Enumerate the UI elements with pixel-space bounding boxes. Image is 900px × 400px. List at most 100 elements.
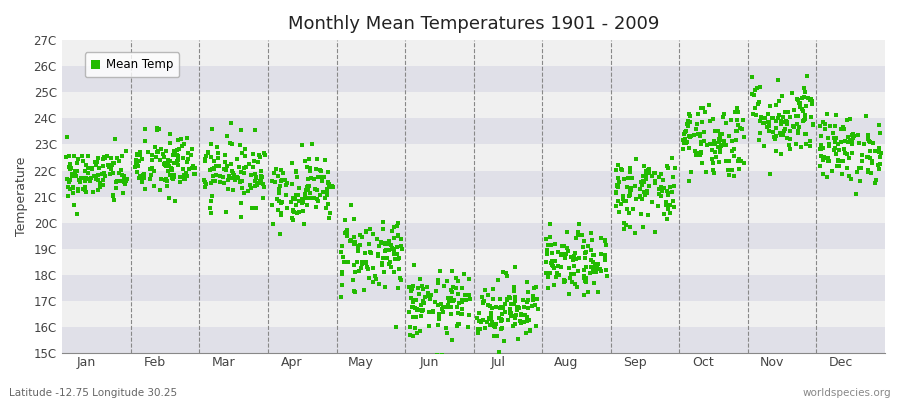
Point — [771, 114, 786, 121]
Point — [385, 228, 400, 235]
Point — [289, 202, 303, 209]
Point — [86, 166, 100, 172]
Point — [160, 168, 175, 174]
Point — [609, 167, 624, 174]
Point — [472, 326, 487, 332]
Point — [335, 271, 349, 277]
Point — [338, 230, 352, 236]
Point — [89, 162, 104, 168]
Point — [850, 168, 864, 175]
Point — [531, 305, 545, 312]
Point — [620, 184, 634, 190]
Point — [842, 136, 857, 143]
Point — [415, 283, 429, 289]
Point — [314, 168, 328, 174]
Point — [206, 166, 220, 172]
Point — [587, 252, 601, 258]
Point — [311, 173, 326, 180]
Point — [523, 326, 537, 333]
Point — [360, 266, 374, 272]
Point — [266, 202, 280, 208]
Point — [220, 133, 234, 139]
Point — [392, 266, 406, 272]
Point — [590, 289, 605, 295]
Point — [707, 128, 722, 134]
Point — [586, 264, 600, 271]
Point — [302, 183, 316, 190]
Point — [321, 215, 336, 221]
Point — [104, 165, 118, 172]
Point — [130, 152, 144, 158]
Point — [296, 199, 310, 205]
Point — [777, 128, 791, 134]
Point — [498, 301, 512, 307]
Point — [386, 246, 400, 252]
Point — [60, 184, 75, 190]
Point — [179, 170, 194, 176]
Point — [390, 244, 404, 250]
Point — [584, 257, 598, 263]
Point — [253, 154, 267, 160]
Point — [757, 115, 771, 121]
Point — [408, 325, 422, 331]
Point — [654, 184, 669, 190]
Point — [578, 250, 592, 256]
Point — [458, 292, 473, 298]
Point — [176, 155, 191, 162]
Point — [586, 268, 600, 275]
Point — [836, 158, 850, 164]
Point — [313, 167, 328, 174]
Point — [209, 172, 223, 178]
Point — [693, 130, 707, 137]
Point — [128, 164, 142, 170]
Point — [655, 188, 670, 194]
Point — [622, 192, 636, 199]
Point — [392, 254, 406, 261]
Point — [251, 152, 266, 158]
Point — [635, 224, 650, 230]
Point — [772, 112, 787, 118]
Point — [350, 248, 365, 255]
Point — [70, 211, 85, 217]
Point — [860, 134, 875, 140]
Point — [576, 244, 590, 251]
Point — [388, 256, 402, 262]
Point — [677, 131, 691, 137]
Point — [676, 145, 690, 152]
Point — [580, 289, 595, 295]
Point — [707, 170, 722, 177]
Point — [197, 184, 211, 190]
Point — [823, 122, 837, 129]
Point — [610, 183, 625, 189]
Point — [845, 132, 859, 138]
Point — [166, 174, 181, 180]
Point — [868, 148, 882, 154]
Point — [167, 172, 182, 178]
Point — [449, 304, 464, 310]
Point — [129, 158, 143, 164]
Point — [713, 130, 727, 137]
Point — [298, 195, 312, 201]
Point — [243, 182, 257, 188]
Title: Monthly Mean Temperatures 1901 - 2009: Monthly Mean Temperatures 1901 - 2009 — [288, 15, 660, 33]
Point — [130, 159, 144, 166]
Point — [483, 322, 498, 328]
Point — [647, 180, 662, 186]
Point — [89, 176, 104, 182]
Point — [305, 141, 320, 147]
Point — [335, 242, 349, 249]
Point — [347, 262, 362, 268]
Point — [265, 178, 279, 184]
Point — [295, 200, 310, 206]
Point — [417, 300, 431, 306]
Point — [778, 119, 793, 125]
Point — [145, 157, 159, 163]
Point — [648, 177, 662, 184]
Point — [639, 176, 653, 182]
Point — [437, 283, 452, 290]
Point — [681, 122, 696, 129]
Point — [436, 304, 451, 311]
Point — [546, 263, 561, 270]
Point — [109, 185, 123, 192]
Point — [237, 170, 251, 176]
